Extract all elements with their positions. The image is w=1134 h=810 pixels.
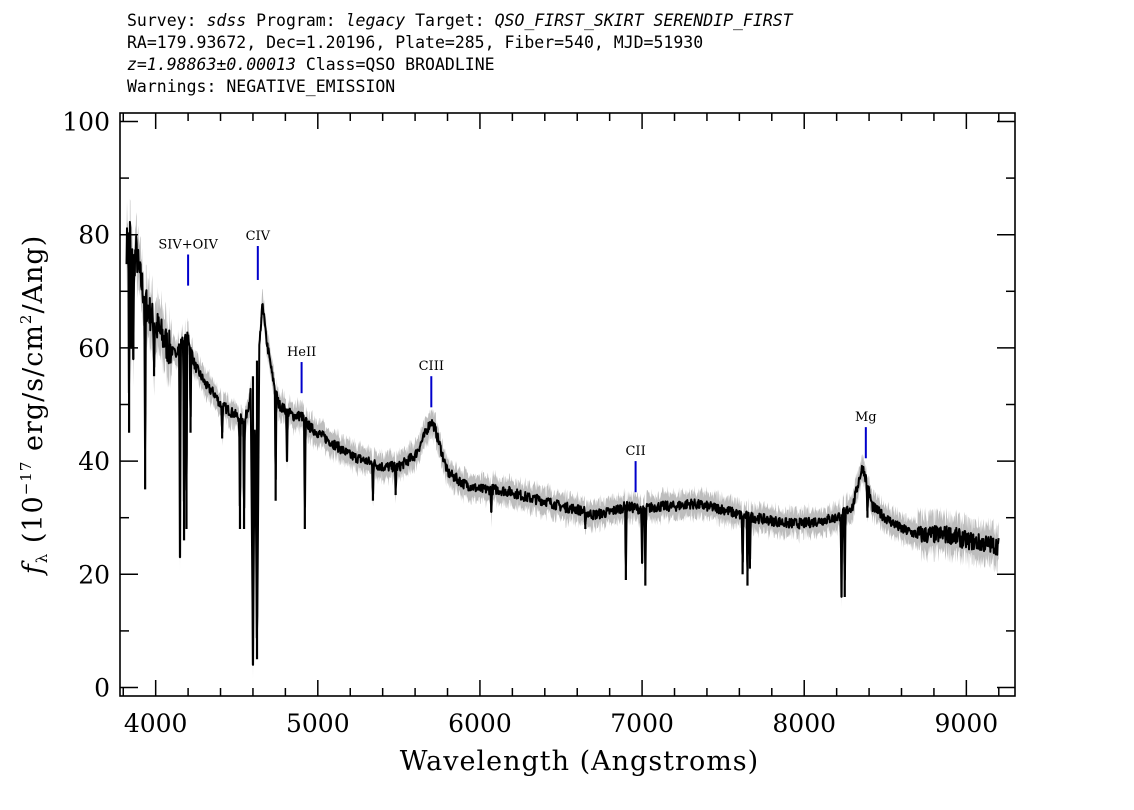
y-title-f: f bbox=[18, 560, 49, 576]
y-tick-label: 20 bbox=[78, 560, 110, 589]
x-tick-label: 9000 bbox=[935, 709, 999, 738]
program-value: legacy bbox=[345, 11, 406, 30]
y-axis-title: fλ (10−17 erg/s/cm2/Ang) bbox=[17, 235, 51, 577]
y-tick-label: 60 bbox=[78, 334, 110, 363]
y-title-exp2: 2 bbox=[17, 314, 35, 325]
x-axis-title: Wavelength (Angstroms) bbox=[400, 746, 759, 777]
x-tick-label: 4000 bbox=[124, 709, 188, 738]
y-title-lambda: λ bbox=[33, 553, 51, 564]
redshift-value: z=1.98863±0.00013 bbox=[127, 55, 296, 74]
y-tick-label: 100 bbox=[62, 107, 110, 136]
line-label: HeII bbox=[287, 345, 316, 360]
line-label: SIV+OIV bbox=[158, 238, 218, 253]
axis-ticks: 4000 5000 6000 7000 8000 9000 0 20 40 60 80 100 bbox=[62, 107, 1015, 738]
flux-series bbox=[125, 220, 1000, 666]
line-label: CIV bbox=[246, 229, 271, 244]
survey-label: Survey: bbox=[127, 11, 207, 30]
y-title-open: (10 bbox=[18, 495, 49, 552]
header-line-survey: Survey: sdss Program: legacy Target: QSO… bbox=[127, 10, 793, 32]
x-tick-label: 8000 bbox=[772, 709, 836, 738]
y-title-mid: erg/s/cm bbox=[18, 324, 49, 461]
y-tick-label: 80 bbox=[78, 221, 110, 250]
target-label: Target: bbox=[405, 11, 495, 30]
header-line-redshift: z=1.98863±0.00013 Class=QSO BROADLINE bbox=[127, 54, 793, 76]
program-label: Program: bbox=[246, 11, 346, 30]
header-line-warnings: Warnings: NEGATIVE_EMISSION bbox=[127, 77, 396, 96]
x-tick-label: 5000 bbox=[286, 709, 350, 738]
line-label: CII bbox=[625, 444, 645, 459]
y-title-exp1: −17 bbox=[17, 461, 35, 496]
class-value: Class=QSO BROADLINE bbox=[295, 55, 495, 74]
x-tick-label: 6000 bbox=[448, 709, 512, 738]
y-tick-label: 0 bbox=[94, 674, 110, 703]
line-label: CIII bbox=[419, 359, 444, 374]
flux-layer bbox=[125, 220, 1000, 666]
spectrum-header: Survey: sdss Program: legacy Target: QSO… bbox=[127, 10, 793, 98]
y-title-close: /Ang) bbox=[18, 235, 49, 314]
target-value: QSO_FIRST_SKIRT SERENDIP_FIRST bbox=[494, 11, 793, 30]
header-line-coordinates: RA=179.93672, Dec=1.20196, Plate=285, Fi… bbox=[127, 33, 704, 52]
x-tick-label: 7000 bbox=[610, 709, 674, 738]
line-marker-layer: SIV+OIV CIV HeII CIII CII Mg bbox=[158, 229, 877, 493]
y-tick-label: 40 bbox=[78, 447, 110, 476]
survey-value: sdss bbox=[206, 11, 247, 30]
line-label: Mg bbox=[855, 410, 877, 425]
